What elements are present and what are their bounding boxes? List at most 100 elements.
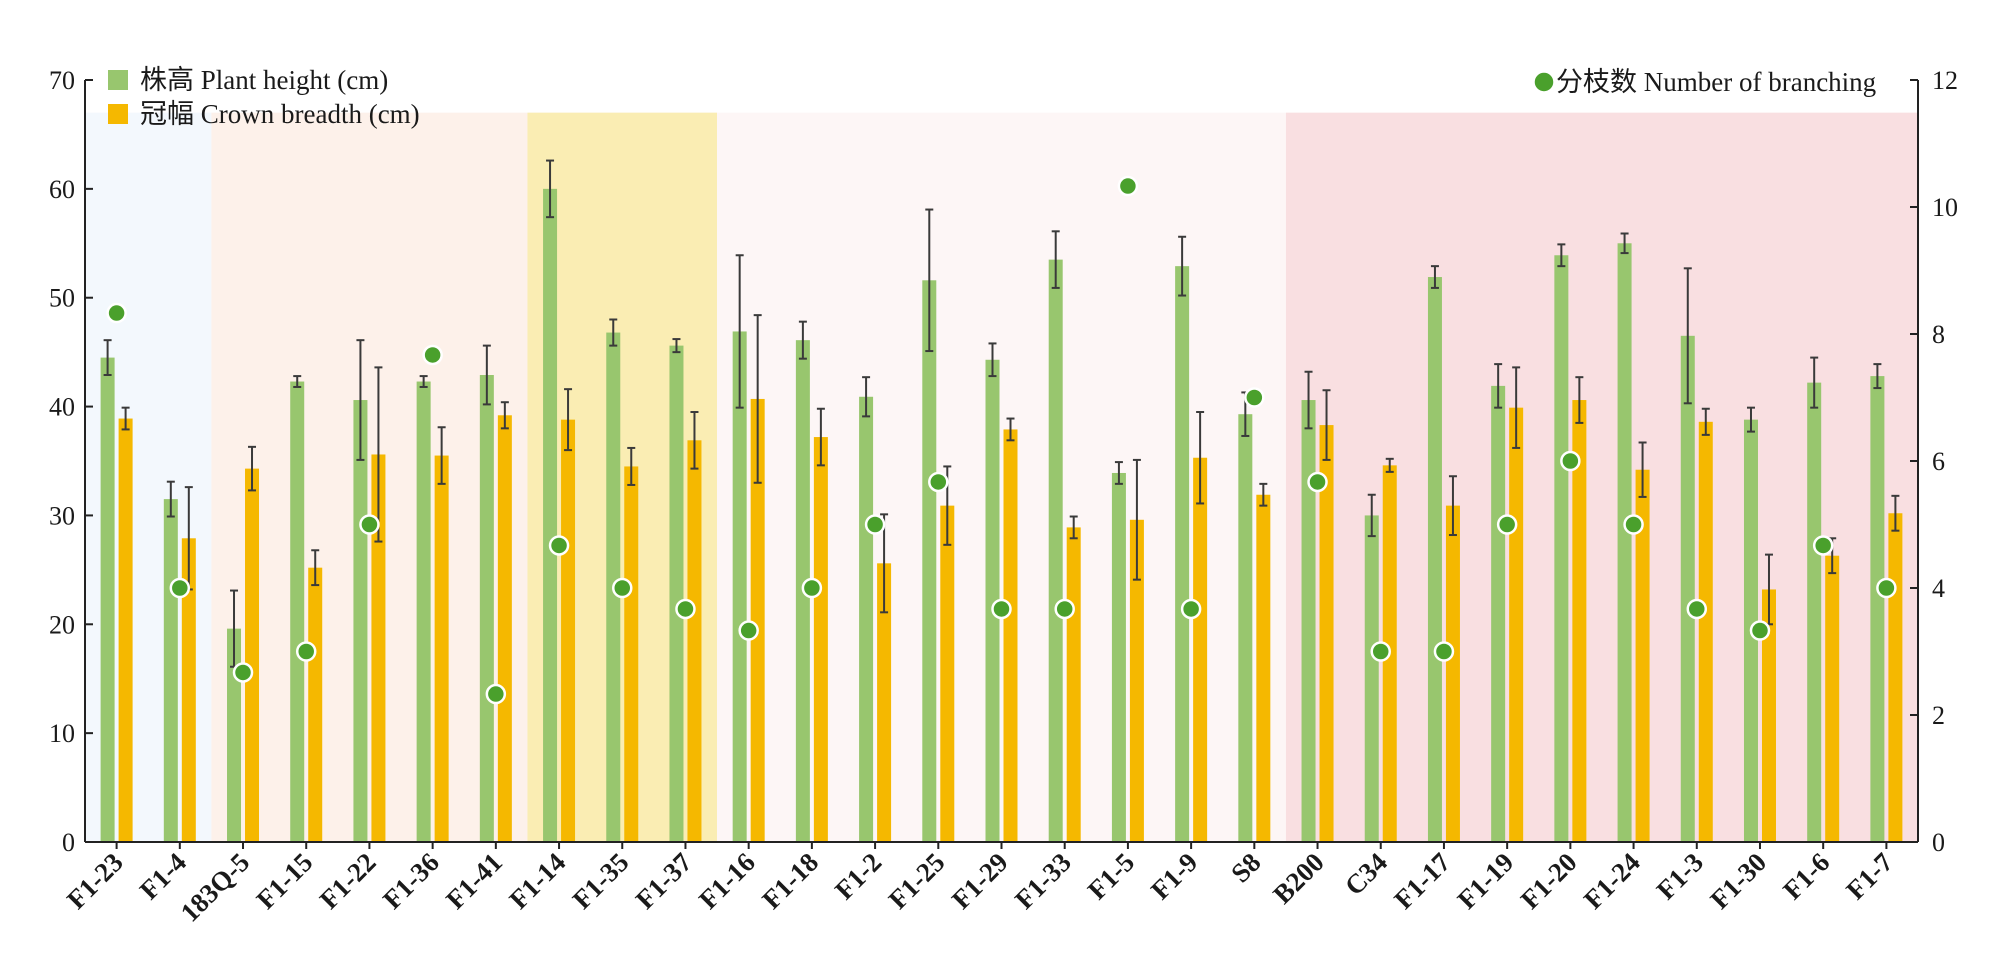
error-bar-plant-height-F1-30 xyxy=(1746,406,1755,433)
error-bar-crown-breadth-F1-17 xyxy=(1448,475,1457,537)
bar-crown-breadth-183Q-5 xyxy=(245,468,260,842)
bar-plant-height-F1-22 xyxy=(353,400,368,842)
error-bar-crown-breadth-S8 xyxy=(1259,482,1268,507)
bar-plant-height-F1-37 xyxy=(669,345,684,842)
legend-marker-branching xyxy=(1533,71,1555,93)
y-left-tick-label: 70 xyxy=(49,66,75,95)
error-bar-plant-height-F1-19 xyxy=(1494,363,1503,409)
point-branching-F1-36 xyxy=(422,344,443,366)
x-tick-label: F1-36 xyxy=(377,847,445,915)
x-tick-label: F1-3 xyxy=(1651,847,1709,905)
point-branching-F1-5 xyxy=(1117,175,1139,197)
point-branching-F1-18 xyxy=(801,577,823,599)
error-bar-crown-breadth-F1-7 xyxy=(1891,494,1900,532)
error-bar-crown-breadth-F1-15 xyxy=(311,549,320,587)
bar-plant-height-F1-33 xyxy=(1048,259,1063,843)
bar-crown-breadth-S8 xyxy=(1256,494,1271,842)
x-tick-label: F1-15 xyxy=(251,847,319,915)
x-tick-label: F1-25 xyxy=(883,847,951,915)
bar-crown-breadth-F1-17 xyxy=(1445,505,1460,842)
bar-crown-breadth-F1-30 xyxy=(1761,589,1776,842)
point-branching-F1-16 xyxy=(738,620,759,641)
legend-swatch-crown xyxy=(108,104,128,124)
x-tick-label: F1-7 xyxy=(1840,847,1898,905)
error-bar-crown-breadth-F1-35 xyxy=(627,446,636,486)
error-bar-plant-height-F1-2 xyxy=(862,376,871,418)
error-bar-crown-breadth-F1-29 xyxy=(1006,417,1015,442)
bar-plant-height-183Q-5 xyxy=(227,628,242,842)
error-bar-crown-breadth-F1-14 xyxy=(564,388,573,452)
bar-plant-height-F1-20 xyxy=(1554,255,1569,842)
error-bar-plant-height-F1-22 xyxy=(356,339,365,461)
point-branching-F1-17 xyxy=(1433,641,1455,662)
bar-crown-breadth-F1-41 xyxy=(497,415,512,842)
bar-crown-breadth-F1-7 xyxy=(1888,513,1903,842)
bar-crown-breadth-F1-6 xyxy=(1825,555,1840,842)
error-bar-plant-height-F1-4 xyxy=(166,480,175,518)
x-tick-label: B200 xyxy=(1267,847,1330,910)
error-bar-crown-breadth-F1-36 xyxy=(437,426,446,485)
point-branching-F1-2 xyxy=(864,514,886,535)
bar-crown-breadth-F1-22 xyxy=(371,454,386,842)
point-branching-F1-23 xyxy=(106,302,127,324)
bar-plant-height-F1-19 xyxy=(1491,385,1506,842)
bar-plant-height-F1-4 xyxy=(163,499,178,842)
bar-plant-height-F1-16 xyxy=(732,331,747,842)
error-bar-crown-breadth-B200 xyxy=(1322,389,1331,461)
point-branching-F1-6 xyxy=(1812,535,1834,556)
point-branching-F1-14 xyxy=(548,535,570,556)
y-left-tick-label: 20 xyxy=(49,610,75,639)
x-tick-label: F1-9 xyxy=(1145,847,1203,905)
bar-crown-breadth-F1-36 xyxy=(434,455,449,842)
bar-plant-height-B200 xyxy=(1301,400,1316,842)
bar-crown-breadth-F1-16 xyxy=(750,398,765,842)
x-tick-label: F1-24 xyxy=(1578,847,1646,915)
bar-crown-breadth-F1-24 xyxy=(1635,469,1650,842)
bar-plant-height-F1-2 xyxy=(859,396,874,842)
error-bar-crown-breadth-F1-19 xyxy=(1512,366,1521,449)
x-tick-label: F1-35 xyxy=(567,847,635,915)
point-branching-F1-22 xyxy=(359,514,380,535)
x-tick-label: F1-14 xyxy=(503,847,571,915)
y-right-tick-label: 2 xyxy=(1932,701,1945,730)
error-bar-plant-height-F1-14 xyxy=(546,159,555,219)
bars xyxy=(100,188,1903,843)
x-tick-label: S8 xyxy=(1225,847,1266,888)
point-branching-F1-41 xyxy=(485,683,507,705)
point-branching-B200 xyxy=(1307,471,1328,493)
error-bar-plant-height-F1-24 xyxy=(1620,232,1629,255)
bar-plant-height-C34 xyxy=(1364,515,1379,842)
point-branching-F1-30 xyxy=(1749,620,1771,641)
bar-plant-height-F1-25 xyxy=(922,280,937,843)
bar-plant-height-F1-7 xyxy=(1870,376,1885,842)
error-bar-plant-height-C34 xyxy=(1367,493,1376,538)
legend-label-branching: 分枝数 Number of branching xyxy=(1556,67,1876,97)
background-group-1 xyxy=(211,112,528,842)
bar-crown-breadth-F1-29 xyxy=(1003,429,1018,842)
x-tick-label: F1-22 xyxy=(314,847,382,915)
error-bar-crown-breadth-F1-33 xyxy=(1069,515,1078,540)
error-bar-crown-breadth-F1-5 xyxy=(1132,458,1141,581)
error-bar-plant-height-F1-9 xyxy=(1178,235,1187,297)
point-branching-F1-20 xyxy=(1560,450,1581,472)
x-tick-label: F1-2 xyxy=(829,847,887,905)
point-branching-F1-29 xyxy=(991,598,1012,620)
x-tick-label: F1-37 xyxy=(630,847,698,915)
error-bar-plant-height-F1-36 xyxy=(419,375,428,388)
bar-plant-height-F1-41 xyxy=(479,375,494,842)
legend: 株高 Plant height (cm) 冠幅 Crown breadth (cm… xyxy=(108,65,1876,129)
error-bar-crown-breadth-F1-41 xyxy=(500,401,509,430)
point-branching-F1-19 xyxy=(1496,514,1518,535)
point-branching-F1-25 xyxy=(928,471,949,493)
y-right-tick-label: 10 xyxy=(1932,193,1958,222)
error-bar-plant-height-F1-25 xyxy=(925,208,934,353)
bar-plant-height-F1-17 xyxy=(1427,277,1442,842)
bar-crown-breadth-F1-9 xyxy=(1193,457,1208,842)
legend-swatch-height xyxy=(108,70,128,90)
y-right-tick-label: 12 xyxy=(1932,66,1958,95)
error-bar-plant-height-F1-33 xyxy=(1051,230,1060,289)
error-bar-plant-height-F1-6 xyxy=(1810,356,1819,409)
error-bar-plant-height-B200 xyxy=(1304,370,1313,430)
error-bar-plant-height-F1-5 xyxy=(1114,461,1123,485)
bar-crown-breadth-F1-18 xyxy=(813,437,828,842)
